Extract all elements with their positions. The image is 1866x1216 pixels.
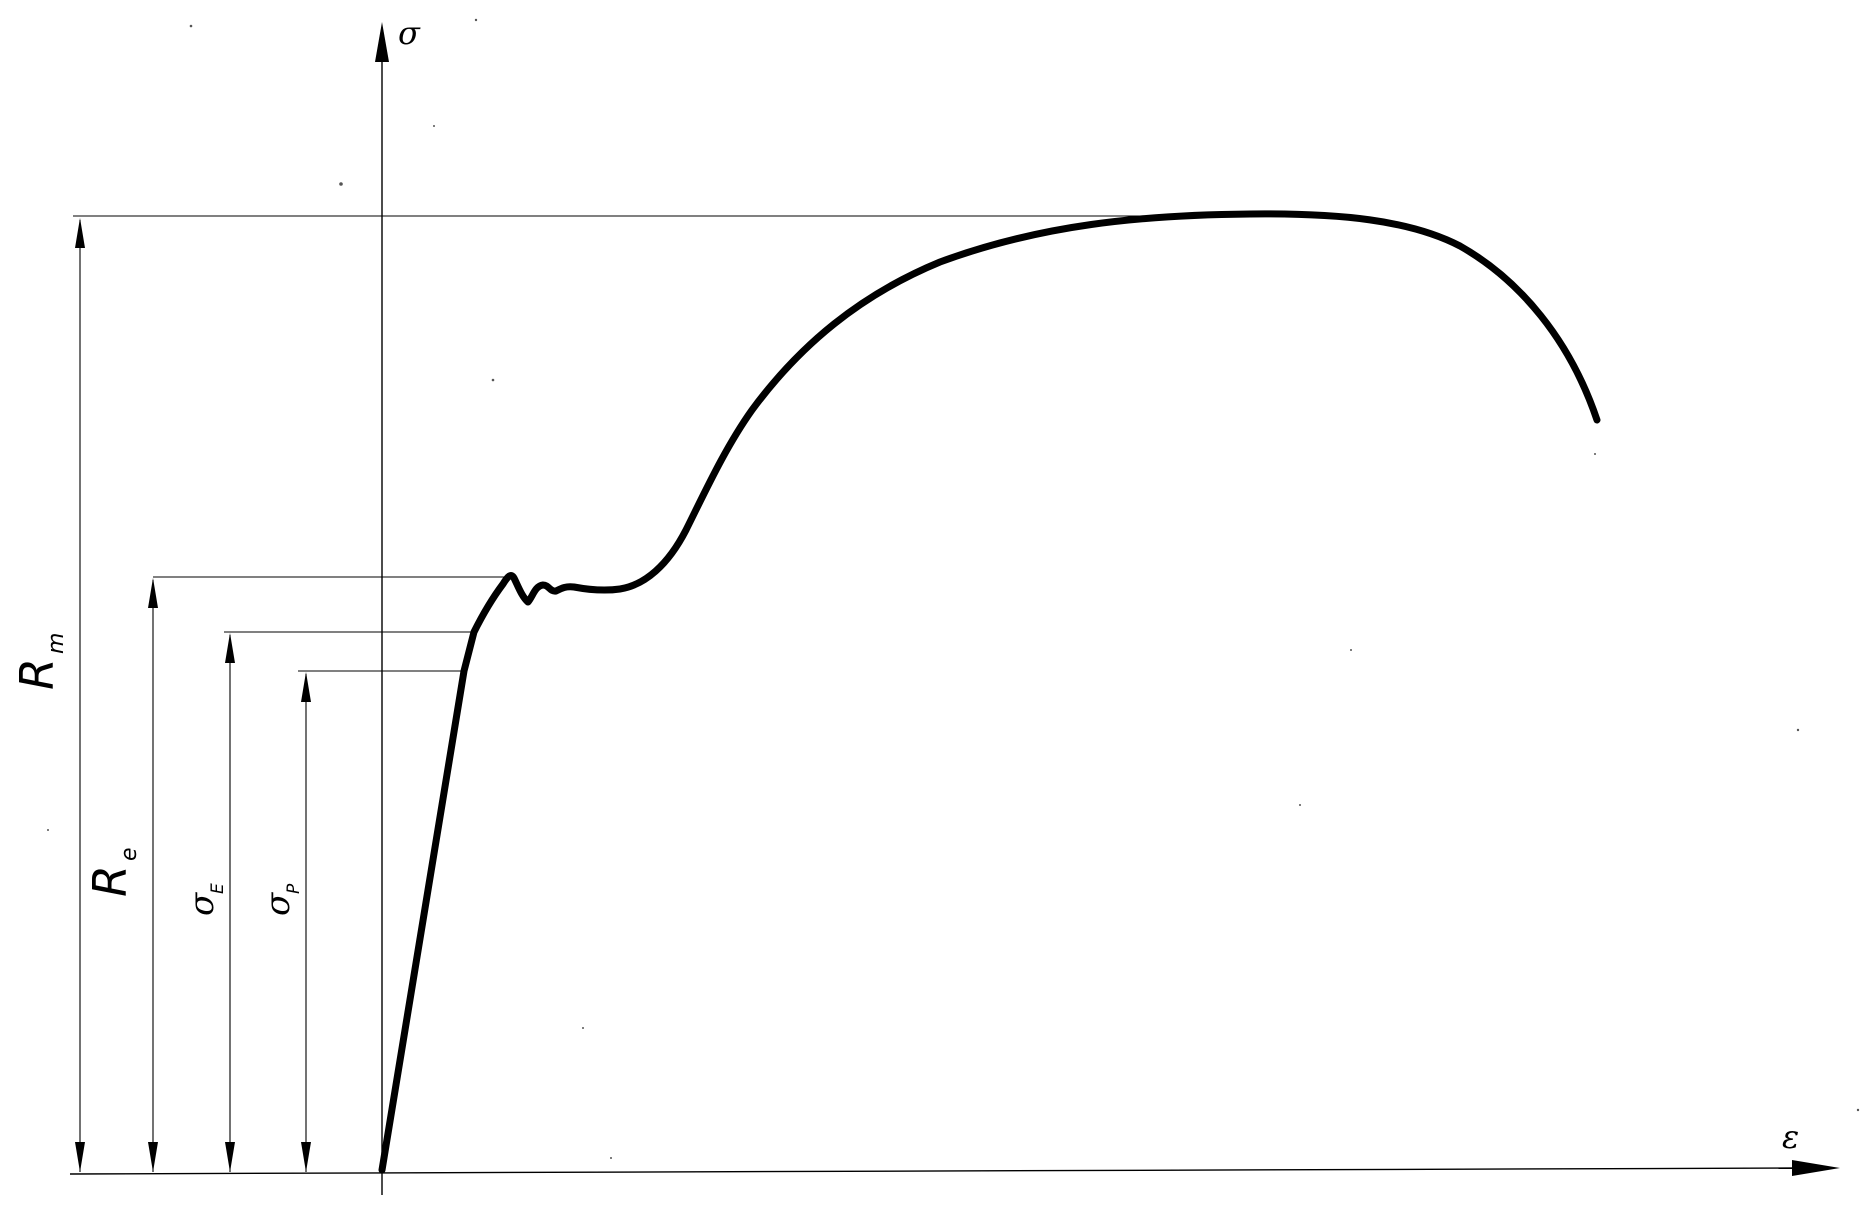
sigma-p-dimension [301, 672, 311, 1172]
svg-text:P: P [284, 883, 304, 894]
svg-text:σ: σ [182, 892, 222, 916]
sigma-p-label: σ P [258, 883, 304, 916]
sigma-e-dimension [225, 633, 235, 1172]
svg-text:σ: σ [258, 892, 298, 916]
x-axis-label: ε [1782, 1118, 1799, 1156]
sigma-e-label: σ E [182, 883, 228, 916]
x-axis [69, 1167, 1801, 1175]
svg-text:R: R [83, 865, 137, 897]
scan-specks [47, 18, 1860, 1159]
x-axis-arrowhead [1792, 1160, 1840, 1176]
rm-dimension [75, 218, 85, 1172]
re-dimension [148, 578, 158, 1172]
y-axis-arrowhead [375, 22, 389, 62]
svg-text:R: R [10, 658, 64, 690]
rm-label: R m [10, 633, 69, 690]
svg-text:E: E [208, 883, 228, 894]
svg-text:m: m [44, 633, 69, 654]
svg-text:e: e [117, 847, 142, 861]
re-label: R e [83, 847, 142, 897]
stress-strain-curve [378, 210, 1601, 1174]
y-axis-label: σ [398, 14, 421, 52]
